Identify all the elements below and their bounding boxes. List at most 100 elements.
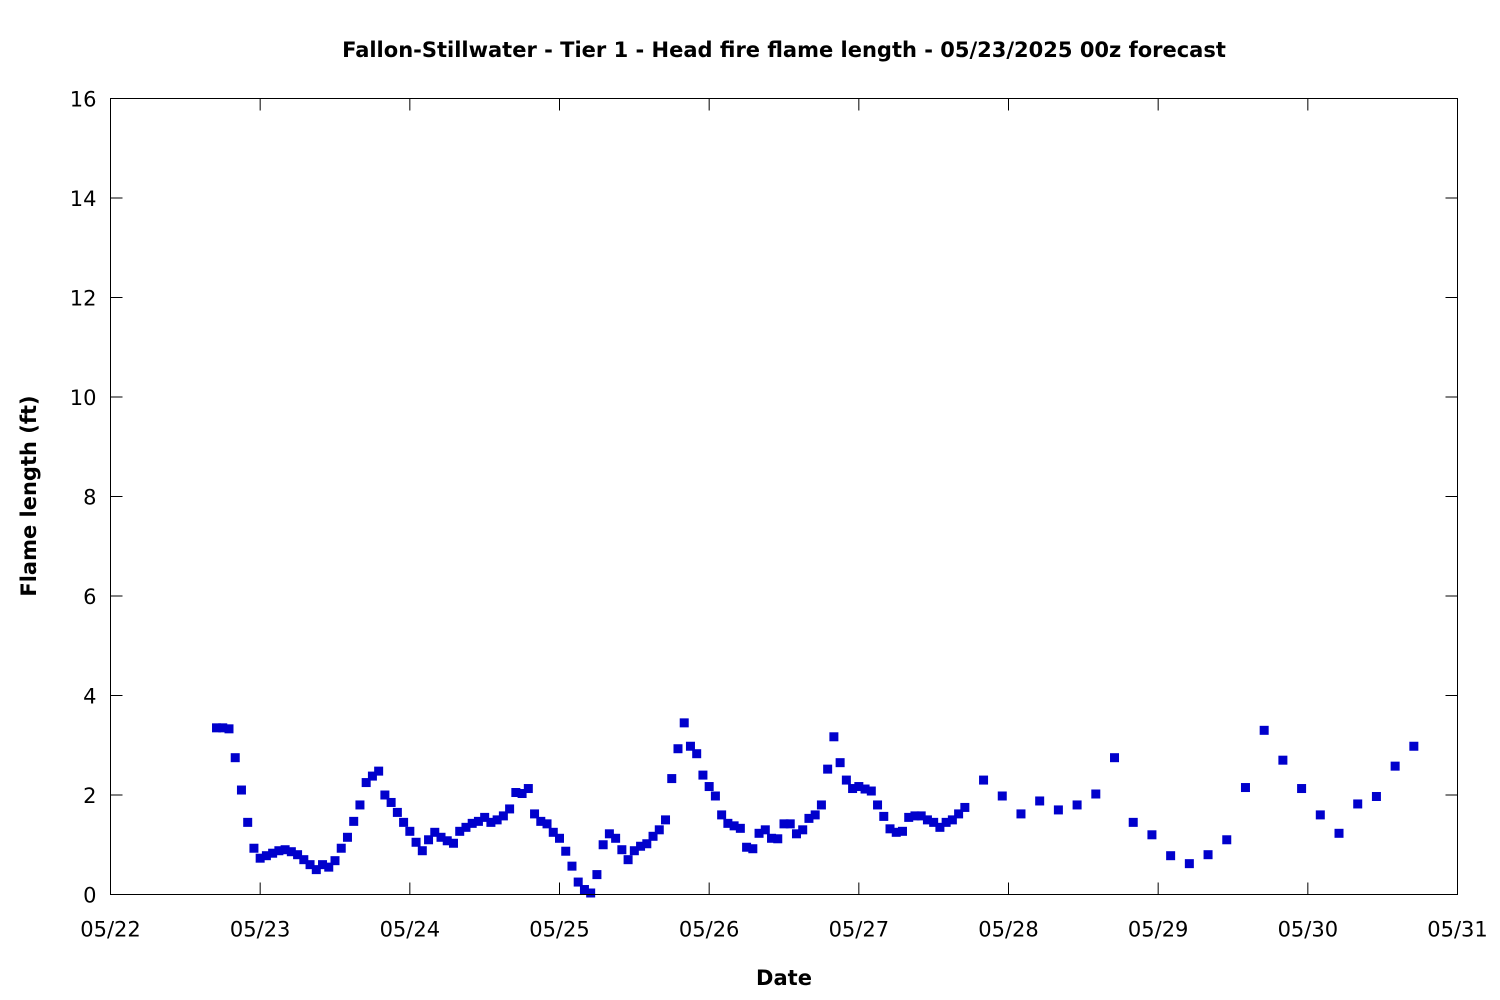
data-point xyxy=(430,827,440,837)
data-point xyxy=(498,811,508,821)
data-point xyxy=(648,831,658,841)
data-point xyxy=(916,811,926,821)
data-point xyxy=(548,827,558,837)
data-point xyxy=(561,846,571,856)
data-point xyxy=(997,791,1007,801)
data-point xyxy=(417,846,427,856)
data-point xyxy=(879,811,889,821)
data-point xyxy=(804,813,814,823)
data-point xyxy=(1278,755,1288,765)
data-point xyxy=(286,847,296,857)
data-point xyxy=(1184,859,1194,869)
x-axis-label: Date xyxy=(756,966,812,990)
data-point xyxy=(448,838,458,848)
data-point xyxy=(536,816,546,826)
data-point xyxy=(698,770,708,780)
data-point xyxy=(455,826,465,836)
data-point xyxy=(854,782,864,792)
data-point xyxy=(642,839,652,849)
x-tick-label: 05/30 xyxy=(1278,918,1339,942)
plot-frame xyxy=(110,98,1458,895)
data-point xyxy=(492,815,502,825)
data-point xyxy=(268,848,278,858)
data-point xyxy=(523,784,533,794)
data-point xyxy=(386,797,396,807)
data-point xyxy=(710,791,720,801)
data-point xyxy=(704,782,714,792)
data-point xyxy=(355,800,365,810)
y-tick-label: 6 xyxy=(83,585,96,609)
data-point xyxy=(667,774,677,784)
data-point xyxy=(791,829,801,839)
data-point xyxy=(1222,835,1232,845)
data-point xyxy=(586,888,596,898)
data-point xyxy=(349,816,359,826)
data-point xyxy=(230,753,240,763)
data-point xyxy=(860,784,870,794)
data-point xyxy=(1334,828,1344,838)
data-point xyxy=(779,819,789,829)
data-point xyxy=(367,771,377,781)
data-point xyxy=(1315,810,1325,820)
y-tick-label: 16 xyxy=(70,88,97,112)
data-point xyxy=(823,764,833,774)
data-point xyxy=(467,818,477,828)
data-point xyxy=(904,812,914,822)
x-tick-label: 05/22 xyxy=(80,918,141,942)
data-point xyxy=(897,826,907,836)
data-point xyxy=(604,829,614,839)
data-point xyxy=(579,885,589,895)
data-point xyxy=(405,826,415,836)
data-point xyxy=(598,840,608,850)
data-point xyxy=(816,800,826,810)
x-tick-label: 05/26 xyxy=(679,918,740,942)
data-point xyxy=(929,817,939,827)
data-point xyxy=(436,832,446,842)
tick-labels: 05/22 05/23 05/24 05/25 05/26 05/27 05/28 05/29… xyxy=(70,88,1488,942)
data-point xyxy=(1371,791,1381,801)
data-point xyxy=(767,833,777,843)
data-point xyxy=(480,812,490,822)
data-point xyxy=(324,862,334,872)
data-point xyxy=(1091,789,1101,799)
axis-ticks xyxy=(110,98,1458,895)
data-point xyxy=(748,844,758,854)
data-point xyxy=(829,732,839,742)
data-point xyxy=(461,822,471,832)
data-point xyxy=(866,786,876,796)
data-point xyxy=(692,749,702,759)
data-point xyxy=(293,850,303,860)
data-point xyxy=(342,832,352,842)
y-tick-label: 4 xyxy=(83,685,96,709)
y-tick-label: 0 xyxy=(83,884,96,908)
data-point xyxy=(249,843,259,853)
data-point xyxy=(380,790,390,800)
data-point xyxy=(1166,851,1176,861)
data-point xyxy=(841,775,851,785)
data-point xyxy=(1240,783,1250,793)
data-point xyxy=(960,802,970,812)
data-point xyxy=(567,861,577,871)
data-point xyxy=(623,855,633,865)
data-point xyxy=(511,788,521,798)
data-point xyxy=(1390,761,1400,771)
data-point xyxy=(274,846,284,856)
data-point xyxy=(1203,850,1213,860)
data-point xyxy=(910,811,920,821)
y-tick-label: 8 xyxy=(83,486,96,510)
data-point xyxy=(1035,796,1045,806)
data-point xyxy=(1128,817,1138,827)
data-point xyxy=(723,818,733,828)
data-point xyxy=(673,744,683,754)
data-point xyxy=(261,851,271,861)
data-point xyxy=(224,724,234,734)
data-point xyxy=(717,810,727,820)
data-point xyxy=(873,800,883,810)
x-tick-label: 05/31 xyxy=(1427,918,1488,942)
data-point xyxy=(517,789,527,799)
data-point xyxy=(729,821,739,831)
data-point xyxy=(835,758,845,768)
x-tick-label: 05/27 xyxy=(829,918,890,942)
data-point xyxy=(798,825,808,835)
